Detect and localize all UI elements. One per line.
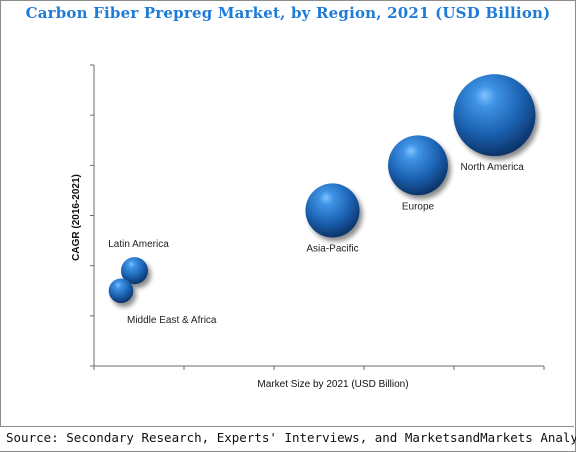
source-note: Source: Secondary Research, Experts' Int… [6,430,576,445]
chart-title: Carbon Fiber Prepreg Market, by Region, … [25,4,551,22]
bubble-europe [388,135,448,196]
bubble-label-latin-america: Latin America [108,239,169,250]
source-box [0,426,574,451]
axes [90,64,545,370]
bubble-label-europe: Europe [402,201,435,212]
bubble-north-america [453,74,536,157]
bubble-middle-east-africa [108,278,134,304]
bubble-label-north-america: North America [461,162,525,173]
x-axis-label: Market Size by 2021 (USD Billion) [257,379,408,390]
y-axis-label: CAGR (2016-2021) [71,174,82,261]
bubble-label-middle-east-africa: Middle East & Africa [127,315,217,326]
bubbles-group [108,74,536,304]
bubble-asia-pacific [305,183,360,238]
bubble-label-asia-pacific: Asia-Pacific [306,244,358,255]
bubble-latin-america [120,257,149,285]
bubble-chart: North America Europe Asia-Pacific Latin Ame… [71,64,545,390]
bubble-labels-group: North America Europe Asia-Pacific Latin Ame… [108,162,524,326]
